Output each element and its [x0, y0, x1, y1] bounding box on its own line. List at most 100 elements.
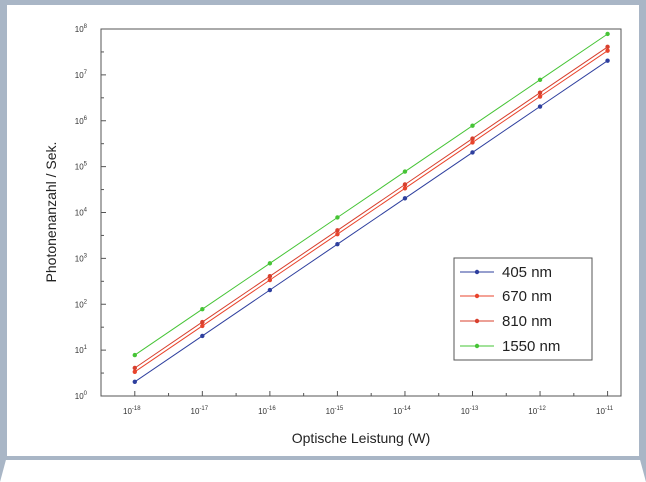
x-tick-label: 10-15 — [326, 406, 344, 416]
axis-ticks: 10-18 10-17 10-16 10-15 10-14 10-13 10-12 10-11… — [75, 24, 614, 416]
legend-box — [453, 257, 593, 361]
y-tick-label-base: 10 — [75, 25, 84, 34]
data-point-2-2 — [267, 274, 273, 279]
x-tick-label-base: 10 — [528, 407, 537, 416]
x-tick-label-base: 10 — [596, 407, 605, 416]
y-tick-label: 108 — [75, 24, 88, 34]
y-tick-label-exponent: 6 — [84, 116, 88, 122]
data-point-2-4 — [402, 182, 408, 187]
y-tick-label: 105 — [75, 162, 88, 172]
y-tick-label: 102 — [75, 299, 88, 309]
y-tick-label-base: 10 — [75, 300, 84, 309]
data-point-0-5 — [470, 150, 475, 155]
data-point-0-2 — [267, 287, 273, 293]
x-tick-label-exponent: -12 — [537, 406, 546, 412]
data-point-1-4 — [402, 186, 408, 191]
x-axis-title: Optische Leistung (W) — [292, 430, 431, 446]
series-lines — [134, 33, 608, 383]
data-point-2-7 — [605, 44, 610, 50]
data-point-0-7 — [605, 58, 610, 63]
y-tick-label-base: 10 — [75, 254, 84, 263]
x-tick-label-exponent: -16 — [267, 406, 276, 412]
data-point-0-0 — [132, 379, 137, 384]
y-axis-title: Photonenanzahl / Sek. — [43, 142, 59, 283]
data-point-1-1 — [200, 323, 205, 329]
data-point-0-1 — [200, 333, 205, 339]
series-line-2 — [134, 46, 608, 369]
legend-marker-3 — [474, 343, 480, 349]
x-tick-label-exponent: -14 — [402, 406, 411, 412]
legend-label-2: 810 nm — [502, 313, 552, 330]
y-tick-label-base: 10 — [75, 163, 84, 172]
x-tick-label: 10-16 — [258, 406, 276, 416]
data-point-2-3 — [335, 228, 340, 233]
data-point-3-3 — [335, 215, 340, 220]
data-point-1-2 — [267, 277, 273, 283]
series-line-1 — [134, 50, 608, 373]
y-tick-label: 103 — [75, 253, 88, 263]
x-tick-label: 10-14 — [393, 406, 411, 416]
y-tick-label-exponent: 7 — [84, 70, 88, 76]
y-tick-label-base: 10 — [75, 392, 84, 401]
x-tick-label-base: 10 — [258, 407, 267, 416]
x-tick-label-base: 10 — [461, 407, 470, 416]
y-tick-label-exponent: 2 — [84, 299, 88, 305]
legend-label-1: 670 nm — [502, 288, 552, 305]
x-tick-label: 10-13 — [461, 406, 479, 416]
x-tick-label: 10-18 — [123, 406, 141, 416]
data-point-0-3 — [335, 241, 340, 247]
data-point-1-0 — [132, 369, 137, 374]
y-tick-label-exponent: 8 — [84, 24, 88, 30]
x-tick-label-base: 10 — [191, 407, 200, 416]
y-tick-label-exponent: 4 — [84, 208, 88, 214]
data-point-2-6 — [537, 90, 543, 95]
bottom-rule — [0, 456, 646, 460]
y-tick-label-base: 10 — [75, 346, 84, 355]
data-point-3-2 — [267, 261, 273, 266]
y-tick-label: 104 — [75, 208, 88, 218]
data-point-1-6 — [537, 94, 543, 99]
y-tick-label: 107 — [75, 70, 88, 80]
data-point-1-7 — [605, 48, 610, 53]
series-line-0 — [134, 60, 608, 383]
x-tick-label-base: 10 — [326, 407, 335, 416]
y-tick-label-base: 10 — [75, 71, 84, 80]
data-point-2-0 — [132, 365, 137, 371]
y-tick-label: 101 — [75, 345, 88, 355]
data-point-3-1 — [200, 307, 205, 312]
x-tick-label-exponent: -13 — [470, 406, 479, 412]
data-point-3-4 — [402, 169, 408, 174]
legend: 405 nm 670 nm 810 nm 1550 nm — [453, 257, 593, 361]
x-tick-label-base: 10 — [123, 407, 132, 416]
x-tick-label-exponent: -17 — [199, 406, 208, 412]
series-points — [132, 31, 610, 384]
legend-label-3: 1550 nm — [502, 338, 560, 355]
legend-marker-1 — [474, 293, 480, 299]
y-tick-label-base: 10 — [75, 117, 84, 126]
x-tick-label-exponent: -15 — [335, 406, 344, 412]
legend-marker-0 — [474, 269, 480, 275]
data-point-0-4 — [402, 196, 408, 201]
data-point-3-5 — [470, 123, 475, 128]
x-tick-label: 10-12 — [528, 406, 546, 416]
x-tick-label-base: 10 — [393, 407, 402, 416]
x-tick-label-exponent: -18 — [132, 406, 141, 412]
data-point-0-6 — [537, 104, 543, 109]
x-tick-label: 10-11 — [596, 406, 614, 416]
y-tick-label: 106 — [75, 116, 88, 126]
x-tick-label-exponent: -11 — [605, 406, 614, 412]
data-point-2-5 — [470, 136, 475, 141]
x-tick-label: 10-17 — [191, 406, 209, 416]
legend-label-0: 405 nm — [502, 264, 552, 281]
data-point-3-7 — [605, 31, 610, 37]
data-point-1-3 — [335, 231, 340, 237]
y-tick-label-exponent: 0 — [84, 391, 88, 397]
y-tick-label-exponent: 5 — [84, 162, 88, 168]
data-point-3-0 — [132, 352, 137, 358]
legend-marker-2 — [474, 318, 480, 324]
data-point-3-6 — [537, 77, 543, 83]
data-point-2-1 — [200, 319, 205, 325]
y-tick-label: 100 — [75, 391, 88, 401]
series-line-3 — [134, 33, 608, 356]
